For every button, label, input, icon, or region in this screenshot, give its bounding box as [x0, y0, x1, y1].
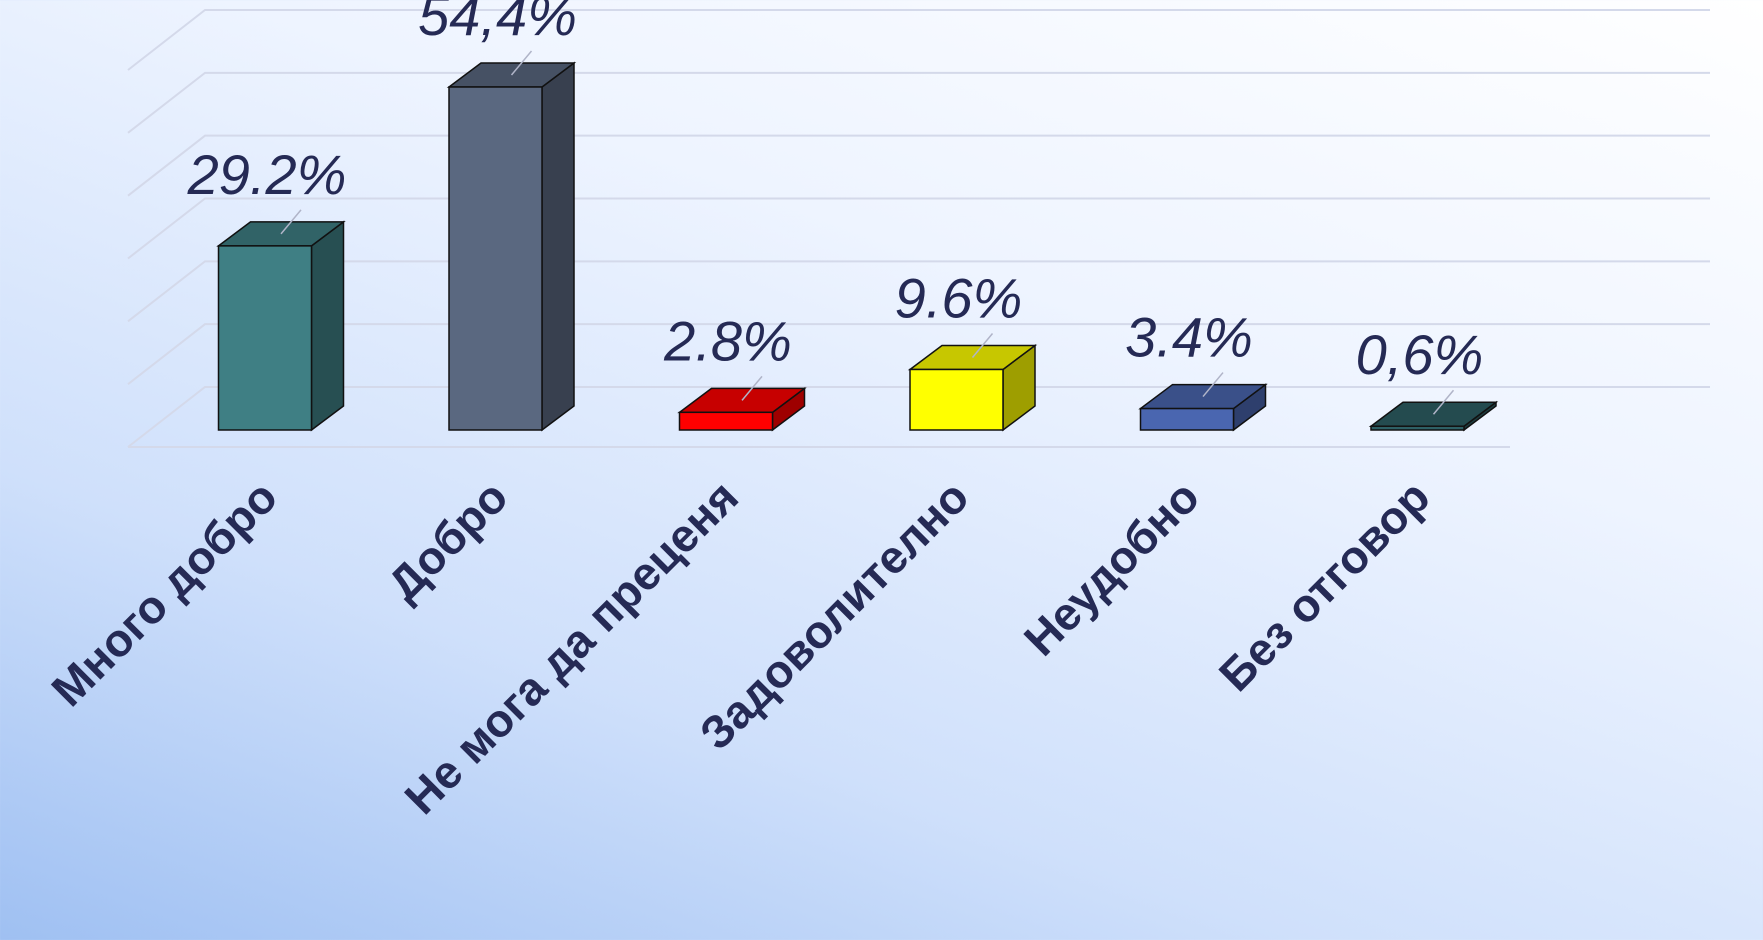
bar-front — [909, 368, 1004, 431]
bar — [446, 61, 577, 432]
bar-front — [1139, 407, 1235, 431]
leader-line — [510, 50, 533, 76]
leader-line — [1202, 372, 1224, 398]
x-tick-label: Добро — [378, 470, 518, 610]
x-tick-label: Без отговор — [1209, 470, 1440, 701]
bar — [1368, 400, 1499, 432]
grid-line — [127, 134, 1710, 197]
bar — [907, 343, 1038, 432]
grid-line — [127, 71, 1710, 134]
grid-line — [127, 260, 1710, 323]
leader-line — [741, 375, 763, 401]
value-label: 9.6% — [895, 266, 1023, 329]
bar-front — [678, 411, 774, 431]
value-label: 2.8% — [663, 309, 792, 372]
grid-line — [127, 197, 1710, 260]
grid-line — [127, 9, 1710, 71]
value-label: 3.4% — [1125, 306, 1253, 369]
value-label: 29.2% — [187, 143, 347, 206]
bar — [677, 386, 807, 432]
bar — [216, 220, 346, 432]
bar-front — [448, 86, 543, 431]
leader-line — [971, 332, 994, 358]
value-label: 54,4% — [418, 0, 577, 47]
leader-line — [1432, 389, 1455, 415]
value-label: 0,6% — [1356, 323, 1484, 386]
bar-front — [1370, 425, 1465, 431]
bar-side — [310, 220, 345, 432]
grid-line — [127, 323, 1710, 385]
x-tick-label: Много добро — [41, 470, 287, 716]
bar-front — [217, 245, 313, 431]
leader-line — [280, 209, 302, 235]
x-tick-label: Неудобно — [1014, 470, 1209, 665]
bar-side — [541, 61, 575, 432]
bar — [1138, 383, 1268, 432]
